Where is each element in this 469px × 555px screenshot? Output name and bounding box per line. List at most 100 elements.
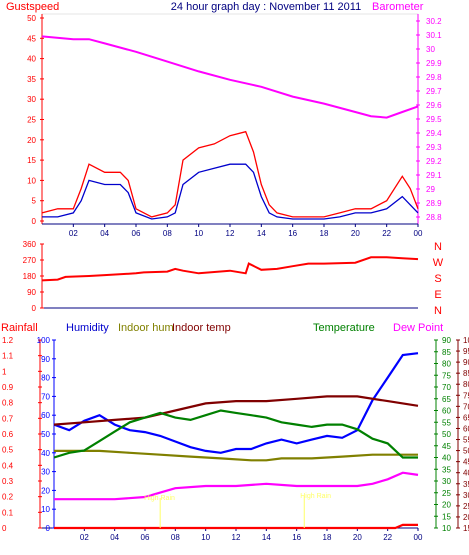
gust-axis-label: 35: [27, 75, 36, 84]
hum-axis-label: 100: [37, 336, 51, 345]
wind-line: [42, 163, 419, 220]
legend-humidity: Humidity: [66, 322, 109, 334]
wind-direction-line: [41, 256, 419, 282]
temp-axis-label: 55: [442, 418, 451, 427]
temp-axis-label: 35: [442, 465, 451, 474]
high-rain-label: High Rain: [300, 493, 331, 500]
gust-axis-label: 10: [27, 176, 36, 185]
gust-axis-label: 25: [27, 116, 36, 125]
temp-axis-label: 45: [442, 442, 451, 451]
rain-axis-label: 0.6: [2, 430, 14, 439]
gust-axis-label: 30: [27, 95, 36, 104]
baro-axis-label: 28.8: [426, 213, 442, 222]
baro-axis-label: 29.7: [426, 87, 442, 96]
dew-axis-label: 85: [463, 369, 469, 378]
dew-axis-label: 45: [463, 458, 469, 467]
panel3-xaxis-label: 18: [323, 533, 332, 542]
gust-axis-label: 15: [27, 156, 36, 165]
legend-dew-point: Dew Point: [393, 322, 443, 334]
hum-axis-label: 90: [41, 355, 50, 364]
dew-axis-label: 75: [463, 391, 469, 400]
panel3-xaxis-label: 20: [353, 533, 362, 542]
panel1-xaxis-label: 18: [320, 229, 329, 238]
gust-axis-label: 40: [27, 55, 36, 64]
legend-indoor-temp: Indoor temp: [172, 322, 231, 334]
dew-axis-label: 35: [463, 480, 469, 489]
gust-axis-label: 5: [32, 197, 37, 206]
panel3-xaxis-label: 04: [110, 533, 119, 542]
hum-axis-label: 10: [41, 505, 50, 514]
rain-axis-label: 0.9: [2, 383, 14, 392]
temp-axis-label: 70: [442, 383, 451, 392]
temp-axis-label: 20: [442, 501, 451, 510]
barometer-line: [41, 35, 419, 119]
baro-axis-label: 29.1: [426, 171, 442, 180]
direction-axis-label: 0: [32, 304, 37, 313]
panel3-xaxis-label: 12: [232, 533, 241, 542]
dew-axis-label: 55: [463, 436, 469, 445]
baro-axis-label: 29.5: [426, 115, 442, 124]
direction-letter: N: [434, 305, 442, 317]
rain-axis-label: 0: [2, 524, 7, 533]
dew-axis-label: 15: [463, 524, 469, 533]
dew-axis-label: 95: [463, 347, 469, 356]
panel1-xaxis-label: 00: [414, 229, 423, 238]
panel1-xaxis-label: 06: [132, 229, 141, 238]
dew-axis-label: 70: [463, 402, 469, 411]
temp-axis-label: 75: [442, 371, 451, 380]
temp-axis-label: 25: [442, 489, 451, 498]
legend-indoor-hum: Indoor hum: [118, 322, 174, 334]
direction-letter: E: [434, 289, 441, 301]
temperature-line: [53, 409, 418, 459]
hum-axis-label: 30: [41, 468, 50, 477]
rain-axis-label: 0.5: [2, 446, 14, 455]
dew-axis-label: 40: [463, 469, 469, 478]
legend-rainfall: Rainfall: [1, 322, 38, 334]
panel1-xaxis-label: 08: [163, 229, 172, 238]
temp-axis-label: 90: [442, 336, 451, 345]
rain-axis-label: 1: [2, 367, 7, 376]
graph-title: 24 hour graph day : November 11 2011: [171, 1, 361, 13]
barometer-label: Barometer: [372, 1, 424, 13]
indoor-temp-line: [53, 395, 419, 426]
dew-axis-label: 50: [463, 447, 469, 456]
baro-axis-label: 29.4: [426, 129, 442, 138]
panel1-xaxis-label: 16: [288, 229, 297, 238]
indoor-hum-line: [54, 449, 418, 462]
direction-letter: N: [434, 241, 442, 253]
panel3-xaxis-label: 16: [292, 533, 301, 542]
rain-axis-label: 0.8: [2, 399, 14, 408]
baro-axis-label: 30.1: [426, 31, 442, 40]
dew-axis-label: 20: [463, 513, 469, 522]
dew-axis-label: 60: [463, 424, 469, 433]
panel3-xaxis-label: 06: [141, 533, 150, 542]
panel1-xaxis-label: 20: [351, 229, 360, 238]
dew-axis-label: 100: [463, 336, 469, 345]
gust-axis-label: 0: [32, 217, 37, 226]
panel1-xaxis-label: 02: [69, 229, 78, 238]
direction-axis-label: 360: [23, 240, 37, 249]
panel3-xaxis-label: 02: [80, 533, 89, 542]
dew-point-line: [54, 471, 419, 501]
rain-axis-label: 0.3: [2, 477, 14, 486]
gust-axis-label: 50: [27, 14, 36, 23]
temp-axis-label: 15: [442, 512, 451, 521]
panel3-xaxis-label: 00: [414, 533, 423, 542]
dew-axis-label: 25: [463, 502, 469, 511]
high-rain-label: High Rain: [144, 495, 175, 502]
panel3-xaxis-label: 08: [171, 533, 180, 542]
panel3-xaxis-label: 22: [383, 533, 392, 542]
gust-line: [41, 130, 419, 218]
temp-axis-label: 60: [442, 407, 451, 416]
direction-letter: W: [433, 257, 444, 269]
direction-axis-label: 270: [23, 256, 37, 265]
panel1-xaxis-label: 04: [100, 229, 109, 238]
rain-axis-label: 0.1: [2, 508, 14, 517]
panel3-xaxis-label: 10: [201, 533, 210, 542]
rainfall-line: [54, 523, 418, 530]
temp-axis-label: 80: [442, 360, 451, 369]
temp-axis-label: 10: [442, 524, 451, 533]
hum-axis-label: 0: [46, 524, 51, 533]
dew-axis-label: 30: [463, 491, 469, 500]
